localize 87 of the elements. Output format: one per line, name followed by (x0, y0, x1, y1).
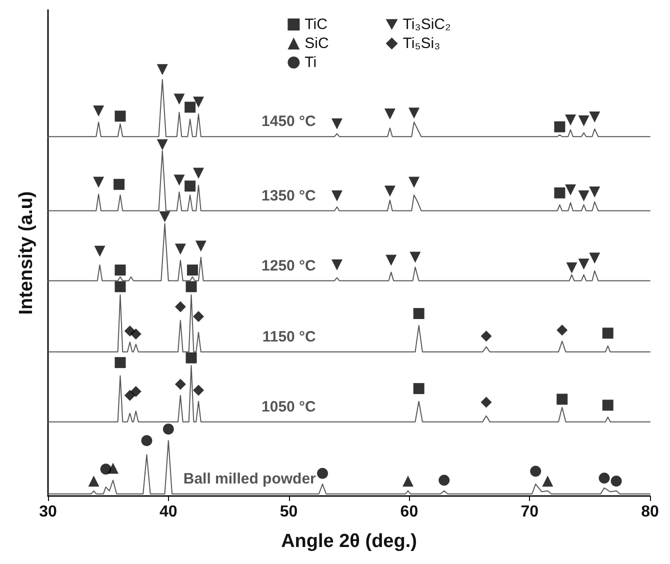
point (156, 139, 168, 150)
point (186, 352, 197, 364)
point (438, 474, 450, 486)
point (93, 106, 104, 117)
x-axis-title: Angle 2θ (deg.) (281, 531, 417, 552)
point (589, 252, 600, 264)
point (386, 254, 397, 266)
point (480, 330, 492, 342)
x-tick-label: 50 (280, 504, 298, 520)
point (184, 180, 196, 192)
point (598, 472, 610, 484)
point (331, 190, 342, 202)
point (589, 186, 600, 198)
point (100, 464, 112, 475)
point (184, 102, 196, 113)
point (402, 476, 414, 487)
point (174, 174, 185, 186)
point (578, 258, 590, 270)
point (578, 190, 590, 202)
x-tick-label: 70 (520, 504, 539, 520)
point (186, 264, 198, 276)
point (174, 244, 186, 255)
point (554, 187, 566, 198)
point (413, 383, 424, 394)
point (384, 108, 396, 120)
point (124, 390, 136, 401)
series-label: 1450 °C (262, 113, 316, 130)
x-tick-label: 40 (160, 504, 178, 520)
point (331, 259, 342, 270)
point (410, 252, 421, 263)
point (186, 281, 197, 292)
point (556, 324, 568, 336)
point (554, 121, 566, 132)
point (156, 64, 168, 76)
x-tick-label: 30 (39, 504, 57, 520)
point (331, 118, 342, 130)
point (384, 186, 396, 197)
point (193, 384, 204, 396)
point (195, 240, 206, 252)
point (602, 328, 614, 339)
point (565, 184, 576, 196)
legend-label: Ti (304, 54, 317, 71)
legend-label: Ti₅Si₃ (402, 35, 440, 52)
point (93, 176, 104, 188)
point (174, 301, 186, 312)
point (193, 311, 204, 322)
series-label: 1350 °C (262, 187, 316, 204)
point (408, 108, 420, 119)
point (114, 110, 126, 122)
point (589, 112, 600, 123)
point (556, 394, 568, 405)
x-tick-label: 80 (641, 504, 659, 520)
point (114, 264, 126, 276)
point (566, 262, 578, 274)
legend-label: SiC (304, 35, 330, 52)
series-label: 1050 °C (262, 398, 316, 416)
series-label: 1250 °C (262, 257, 316, 274)
series-label: Ball milled powder (183, 470, 316, 488)
point (610, 476, 622, 487)
point (94, 246, 106, 257)
point (413, 308, 424, 320)
x-tick-label: 60 (400, 504, 418, 520)
point (193, 96, 204, 108)
point (174, 378, 186, 390)
point (408, 176, 420, 188)
point (114, 178, 125, 190)
point (114, 357, 126, 368)
point (130, 386, 142, 398)
point (530, 466, 542, 477)
y-axis-title: Intensity (a.u) (16, 191, 37, 315)
point (141, 435, 152, 446)
legend-label: TiC (304, 16, 328, 33)
point (602, 400, 614, 411)
legend-label: Ti₃SiC₂ (402, 16, 451, 33)
point (542, 476, 554, 487)
point (565, 114, 576, 126)
point (193, 168, 204, 179)
point (317, 468, 328, 479)
point (480, 396, 492, 408)
series-label: 1150 °C (262, 328, 316, 346)
point (114, 281, 126, 292)
point (159, 211, 170, 222)
point (130, 328, 142, 340)
point (162, 424, 174, 435)
point (578, 115, 590, 126)
point (174, 94, 185, 105)
point (88, 476, 100, 487)
